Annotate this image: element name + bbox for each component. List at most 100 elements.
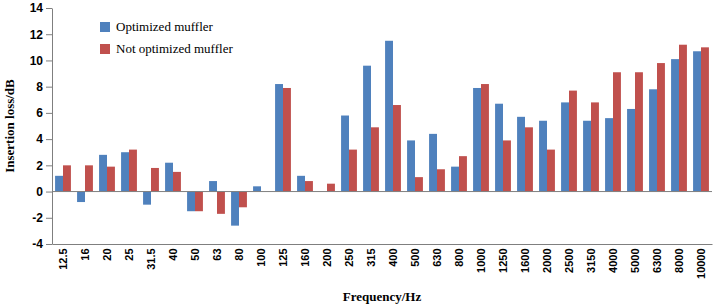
x-tick: 400 <box>387 244 399 267</box>
y-tick-label: 0 <box>36 185 43 199</box>
x-tick: 16 <box>79 244 91 261</box>
legend: Optimized mufflerNot optimized muffler <box>100 19 233 56</box>
x-tick: 250 <box>343 244 355 267</box>
y-tick-mark <box>46 139 52 140</box>
y-tick-label: 8 <box>36 80 43 94</box>
bar <box>341 116 349 192</box>
y-tick-mark <box>46 218 52 219</box>
x-tick-label: 315 <box>365 248 377 266</box>
x-tick-label: 2500 <box>563 248 575 272</box>
bar <box>473 88 481 192</box>
x-tick: 2500 <box>563 244 575 273</box>
y-axis-line <box>52 9 53 245</box>
x-tick-label: 40 <box>167 248 179 260</box>
x-axis-line <box>53 244 713 245</box>
series <box>55 41 701 226</box>
y-tick-mark <box>46 8 52 9</box>
x-tick: 10000 <box>695 244 707 279</box>
x-tick: 4000 <box>607 244 619 273</box>
y-tick-mark <box>46 244 52 245</box>
bar <box>99 155 107 192</box>
bar <box>671 59 679 191</box>
bar <box>107 167 115 192</box>
y-tick: 10 <box>30 54 52 68</box>
x-tick-label: 1000 <box>475 248 487 272</box>
bar <box>459 156 467 191</box>
bar <box>613 72 621 191</box>
x-tick-label: 63 <box>211 248 223 260</box>
bar <box>569 91 577 192</box>
legend-swatch <box>100 44 110 54</box>
y-tick-label: 14 <box>30 1 44 15</box>
x-tick-label: 4000 <box>607 248 619 272</box>
y-tick: 14 <box>30 1 52 15</box>
x-tick: 25 <box>123 244 135 261</box>
bar <box>85 165 93 191</box>
x-tick-label: 630 <box>431 248 443 266</box>
y-tick-label: 6 <box>36 106 43 120</box>
x-tick: 31.5 <box>145 244 157 270</box>
bar <box>701 47 709 191</box>
legend-swatch <box>100 22 110 32</box>
bars <box>55 41 709 226</box>
bar <box>349 150 357 192</box>
bar <box>55 176 63 192</box>
bar <box>363 66 371 192</box>
x-tick: 5000 <box>629 244 641 273</box>
y-tick-label: 4 <box>36 132 43 146</box>
y-tick-mark <box>46 165 52 166</box>
x-tick: 500 <box>409 244 421 267</box>
bar <box>429 134 437 192</box>
x-tick-label: 6300 <box>651 248 663 272</box>
bar <box>77 192 85 202</box>
x-tick: 12.5 <box>57 244 69 270</box>
legend-item: Optimized muffler <box>100 19 214 34</box>
x-tick-label: 800 <box>453 248 465 266</box>
x-tick: 125 <box>277 244 289 267</box>
y-tick-label: -2 <box>32 211 43 225</box>
x-tick-label: 5000 <box>629 248 641 272</box>
x-tick: 3150 <box>585 244 597 273</box>
x-tick-label: 250 <box>343 248 355 266</box>
bar <box>415 177 423 191</box>
x-tick: 160 <box>299 244 311 267</box>
bar <box>187 192 195 212</box>
x-tick-label: 25 <box>123 248 135 260</box>
x-tick-label: 500 <box>409 248 421 266</box>
legend-label: Optimized muffler <box>116 19 214 34</box>
y-tick-label: 10 <box>30 54 44 68</box>
bar <box>217 192 225 214</box>
x-tick: 6300 <box>651 244 663 273</box>
x-tick-label: 16 <box>79 248 91 260</box>
bar <box>165 163 173 192</box>
x-tick-label: 20 <box>101 248 113 260</box>
y-tick: 8 <box>36 80 52 94</box>
x-tick: 800 <box>453 244 465 267</box>
x-tick: 8000 <box>673 244 685 273</box>
chart: -4-20246810121412.516202531.540506380100… <box>0 0 720 306</box>
x-tick-label: 200 <box>321 248 333 266</box>
bar <box>275 84 283 192</box>
x-tick-label: 100 <box>255 248 267 266</box>
x-tick: 80 <box>233 244 245 261</box>
bar <box>231 192 239 226</box>
bar <box>129 150 137 192</box>
x-tick: 63 <box>211 244 223 261</box>
x-tick: 40 <box>167 244 179 261</box>
bar <box>561 102 569 191</box>
bar <box>297 176 305 192</box>
x-tick-label: 8000 <box>673 248 685 272</box>
bar <box>503 140 511 191</box>
x-tick-label: 12.5 <box>57 248 69 269</box>
y-tick: -2 <box>32 211 52 225</box>
x-tick: 315 <box>365 244 377 267</box>
x-tick-label: 31.5 <box>145 248 157 269</box>
bar <box>371 127 379 191</box>
x-tick-label: 125 <box>277 248 289 266</box>
bar <box>547 150 555 192</box>
x-tick-label: 1250 <box>497 248 509 272</box>
x-tick: 100 <box>255 244 267 267</box>
bar <box>539 121 547 192</box>
y-axis: -4-202468101214 <box>30 1 53 251</box>
bar <box>143 192 151 205</box>
